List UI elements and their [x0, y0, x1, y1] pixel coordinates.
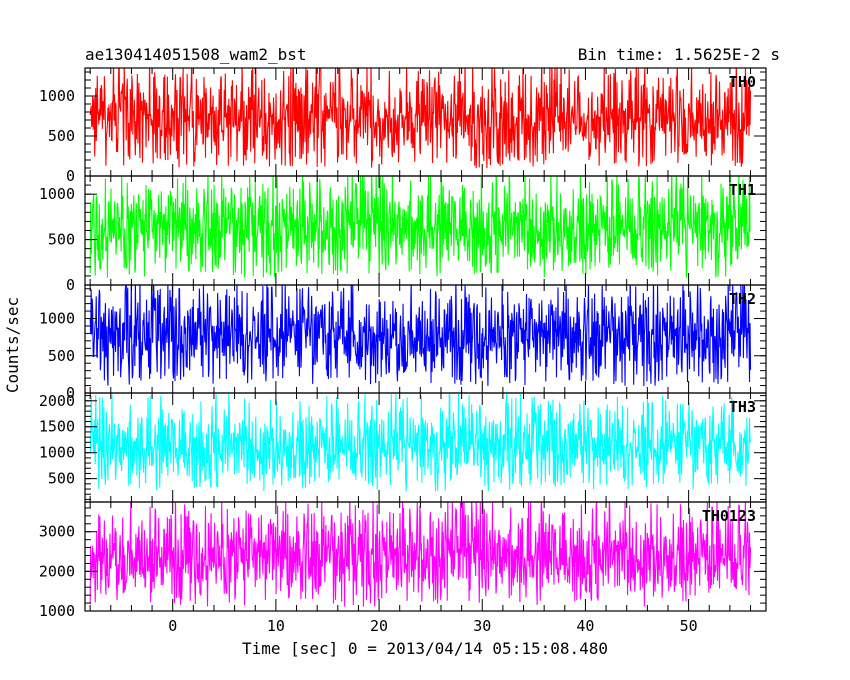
- y-tick-label: 500: [48, 231, 75, 249]
- y-tick-label: 1500: [39, 418, 75, 436]
- panel-th2: 0 500 1000 TH2: [39, 284, 767, 402]
- panel-th0123: 1000 2000 3000 TH0123: [39, 501, 767, 620]
- x-tick-label: 10: [267, 617, 285, 635]
- panel-label-th1: TH1: [729, 181, 756, 199]
- x-tick-label: 40: [576, 617, 594, 635]
- y-tick-label: 500: [48, 347, 75, 365]
- panel-label-th2: TH2: [729, 290, 756, 308]
- y-tick-label: 1000: [39, 602, 75, 620]
- y-tick-label: 0: [66, 276, 75, 294]
- y-tick-label: 2000: [39, 562, 75, 580]
- y-tick-label: 1000: [39, 87, 75, 105]
- y-tick-label: 2000: [39, 392, 75, 410]
- y-tick-label: 1000: [39, 310, 75, 328]
- x-tick-label: 0: [168, 617, 177, 635]
- panel-label-th0123: TH0123: [702, 507, 756, 525]
- y-tick-label: 0: [66, 384, 75, 402]
- y-tick-label: 1000: [39, 185, 75, 203]
- y-tick-label: 3000: [39, 523, 75, 541]
- panel-th0: 0 500 1000 TH0: [39, 67, 767, 185]
- x-axis-label: Time [sec] 0 = 2013/04/14 05:15:08.480: [242, 639, 608, 658]
- series-line-th3: [89, 393, 752, 492]
- x-tick-label: 50: [680, 617, 698, 635]
- x-tick-label: 20: [370, 617, 388, 635]
- y-tick-label: 1000: [39, 444, 75, 462]
- series-line-th0123: [89, 502, 752, 607]
- panel-th1: 0 500 1000 TH1: [39, 175, 767, 294]
- bin-time-label: Bin time: 1.5625E-2 s: [578, 45, 780, 64]
- y-tick-label: 500: [48, 470, 75, 488]
- panel-th3: 500 1000 1500 2000 TH3: [39, 392, 767, 503]
- series-line-th1: [89, 176, 752, 278]
- series-line-th2: [89, 285, 752, 387]
- y-tick-label: 500: [48, 127, 75, 145]
- panel-label-th3: TH3: [729, 398, 756, 416]
- panel-frame: [84, 501, 767, 612]
- y-tick-label: 0: [66, 167, 75, 185]
- x-tick-label: 30: [473, 617, 491, 635]
- series-line-th0: [89, 68, 752, 168]
- panel-label-th0: TH0: [729, 73, 756, 91]
- y-axis-label: Counts/sec: [3, 297, 22, 393]
- chart-title: ae130414051508_wam2_bst: [85, 45, 307, 64]
